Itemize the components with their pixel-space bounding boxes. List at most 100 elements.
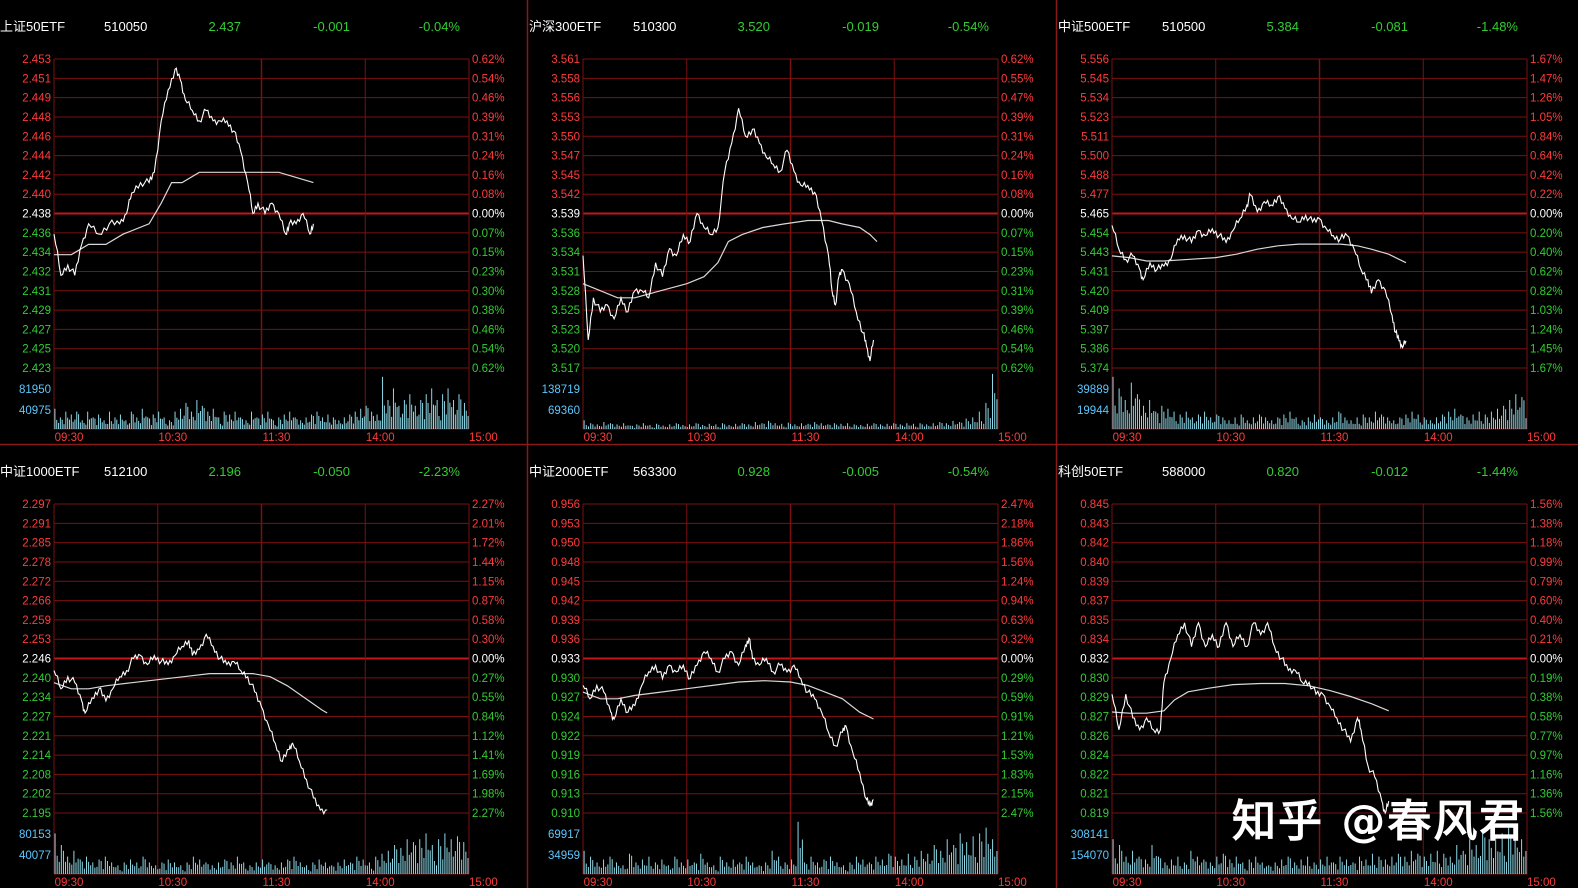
percent-tick-label: 0.23% <box>1001 266 1034 278</box>
last-price: 5.384 <box>1266 19 1299 34</box>
volume-tick-label: 69360 <box>548 405 580 417</box>
time-tick-label: 11:30 <box>1321 877 1349 888</box>
price-tick-label: 0.824 <box>1080 750 1109 762</box>
volume-tick-label: 308141 <box>1071 829 1109 841</box>
percent-tick-label: 0.40% <box>1530 615 1563 627</box>
percent-tick-label: 1.15% <box>472 576 505 588</box>
time-tick-label: 09:30 <box>55 432 84 444</box>
price-tick-label: 3.523 <box>551 324 580 336</box>
percent-tick-label: 1.56% <box>1530 808 1563 820</box>
price-tick-label: 5.545 <box>1080 73 1109 85</box>
price-line <box>582 636 874 807</box>
price-tick-label: 0.930 <box>551 673 580 685</box>
percent-tick-label: 2.18% <box>1001 518 1034 530</box>
time-tick-label: 15:00 <box>469 877 498 888</box>
price-tick-label: 2.278 <box>22 557 51 569</box>
percent-tick-label: 1.67% <box>1530 54 1563 66</box>
price-tick-label: 5.397 <box>1080 324 1109 336</box>
price-tick-label: 0.922 <box>551 731 580 743</box>
percent-tick-label: 1.21% <box>1001 731 1034 743</box>
price-tick-label: 0.933 <box>551 654 580 666</box>
percent-tick-label: 0.38% <box>472 305 505 317</box>
volume-tick-label: 40975 <box>19 405 51 417</box>
percent-tick-label: 0.00% <box>472 209 505 221</box>
price-tick-label: 2.240 <box>22 673 51 685</box>
percent-tick-label: 1.86% <box>1001 538 1034 550</box>
percent-tick-label: 1.12% <box>472 731 505 743</box>
percent-tick-label: 0.31% <box>472 131 505 143</box>
price-tick-label: 0.821 <box>1080 789 1109 801</box>
percent-tick-label: 0.82% <box>1530 286 1563 298</box>
price-tick-label: 3.531 <box>551 266 580 278</box>
percent-tick-label: 0.79% <box>1530 576 1563 588</box>
chart-panel-512100: 中证1000ETF 512100 2.196 -0.050 -2.23% 2.297 2.2… <box>0 464 505 888</box>
percent-tick-label: 2.27% <box>472 808 505 820</box>
price-tick-label: 3.558 <box>551 73 580 85</box>
percent-tick-label: 1.24% <box>1530 324 1563 336</box>
price-tick-label: 2.440 <box>22 189 51 201</box>
percent-tick-label: 0.32% <box>1001 634 1034 646</box>
price-tick-label: 2.202 <box>22 789 51 801</box>
percent-tick-label: 1.56% <box>1001 557 1034 569</box>
price-tick-label: 0.948 <box>551 557 580 569</box>
percent-tick-label: 0.47% <box>1001 93 1034 105</box>
percent-tick-label: 0.54% <box>1001 344 1034 356</box>
change-percent: -0.54% <box>948 464 990 479</box>
chart-panel-510050: 上证50ETF 510050 2.437 -0.001 -0.04% 2.453 0.62%… <box>0 19 505 444</box>
price-tick-label: 2.272 <box>22 576 51 588</box>
price-tick-label: 2.451 <box>22 73 51 85</box>
price-tick-label: 0.945 <box>551 576 580 588</box>
price-tick-label: 2.285 <box>22 538 51 550</box>
time-tick-label: 10:30 <box>687 432 716 444</box>
time-tick-label: 14:00 <box>1424 432 1453 444</box>
price-tick-label: 0.832 <box>1080 654 1109 666</box>
time-tick-label: 15:00 <box>998 432 1027 444</box>
percent-tick-label: 1.45% <box>1530 344 1563 356</box>
price-tick-label: 2.227 <box>22 711 51 723</box>
price-line <box>53 67 314 277</box>
percent-tick-label: 1.41% <box>472 750 505 762</box>
percent-tick-label: 1.24% <box>1001 576 1034 588</box>
price-tick-label: 3.553 <box>551 112 580 124</box>
percent-tick-label: 1.56% <box>1530 499 1563 511</box>
price-tick-label: 0.927 <box>551 692 580 704</box>
percent-tick-label: 0.99% <box>1530 557 1563 569</box>
price-line <box>53 632 328 816</box>
fund-code: 512100 <box>104 464 147 479</box>
percent-tick-label: 0.23% <box>472 266 505 278</box>
time-tick-label: 11:30 <box>792 877 820 888</box>
percent-tick-label: 0.24% <box>472 151 505 163</box>
price-tick-label: 2.221 <box>22 731 51 743</box>
percent-tick-label: 0.21% <box>1530 634 1563 646</box>
last-price: 2.196 <box>208 464 241 479</box>
volume-tick-label: 39889 <box>1077 384 1109 396</box>
chart-panel-510500: 中证500ETF 510500 5.384 -0.081 -1.48% 5.556 1.67… <box>1058 19 1563 444</box>
price-tick-label: 2.427 <box>22 324 51 336</box>
price-tick-label: 3.542 <box>551 189 580 201</box>
percent-tick-label: 2.15% <box>1001 789 1034 801</box>
volume-tick-label: 81950 <box>19 384 51 396</box>
percent-tick-label: 0.94% <box>1001 596 1034 608</box>
percent-tick-label: 0.64% <box>1530 151 1563 163</box>
percent-tick-label: 0.77% <box>1530 731 1563 743</box>
fund-code: 588000 <box>1162 464 1205 479</box>
price-tick-label: 3.536 <box>551 228 580 240</box>
average-price-line <box>1111 682 1389 714</box>
percent-tick-label: 0.38% <box>1530 692 1563 704</box>
percent-tick-label: 1.26% <box>1530 93 1563 105</box>
volume-tick-label: 80153 <box>19 829 51 841</box>
change-percent: -1.48% <box>1477 19 1519 34</box>
percent-tick-label: 2.01% <box>472 518 505 530</box>
percent-tick-label: 0.46% <box>1001 324 1034 336</box>
price-tick-label: 2.444 <box>22 151 51 163</box>
time-tick-label: 11:30 <box>263 877 291 888</box>
price-tick-label: 2.438 <box>22 209 51 221</box>
percent-tick-label: 0.00% <box>1530 654 1563 666</box>
price-tick-label: 2.266 <box>22 596 51 608</box>
percent-tick-label: 0.27% <box>472 673 505 685</box>
percent-tick-label: 0.62% <box>1001 54 1034 66</box>
price-tick-label: 0.845 <box>1080 499 1109 511</box>
percent-tick-label: 0.97% <box>1530 750 1563 762</box>
price-tick-label: 0.839 <box>1080 576 1109 588</box>
